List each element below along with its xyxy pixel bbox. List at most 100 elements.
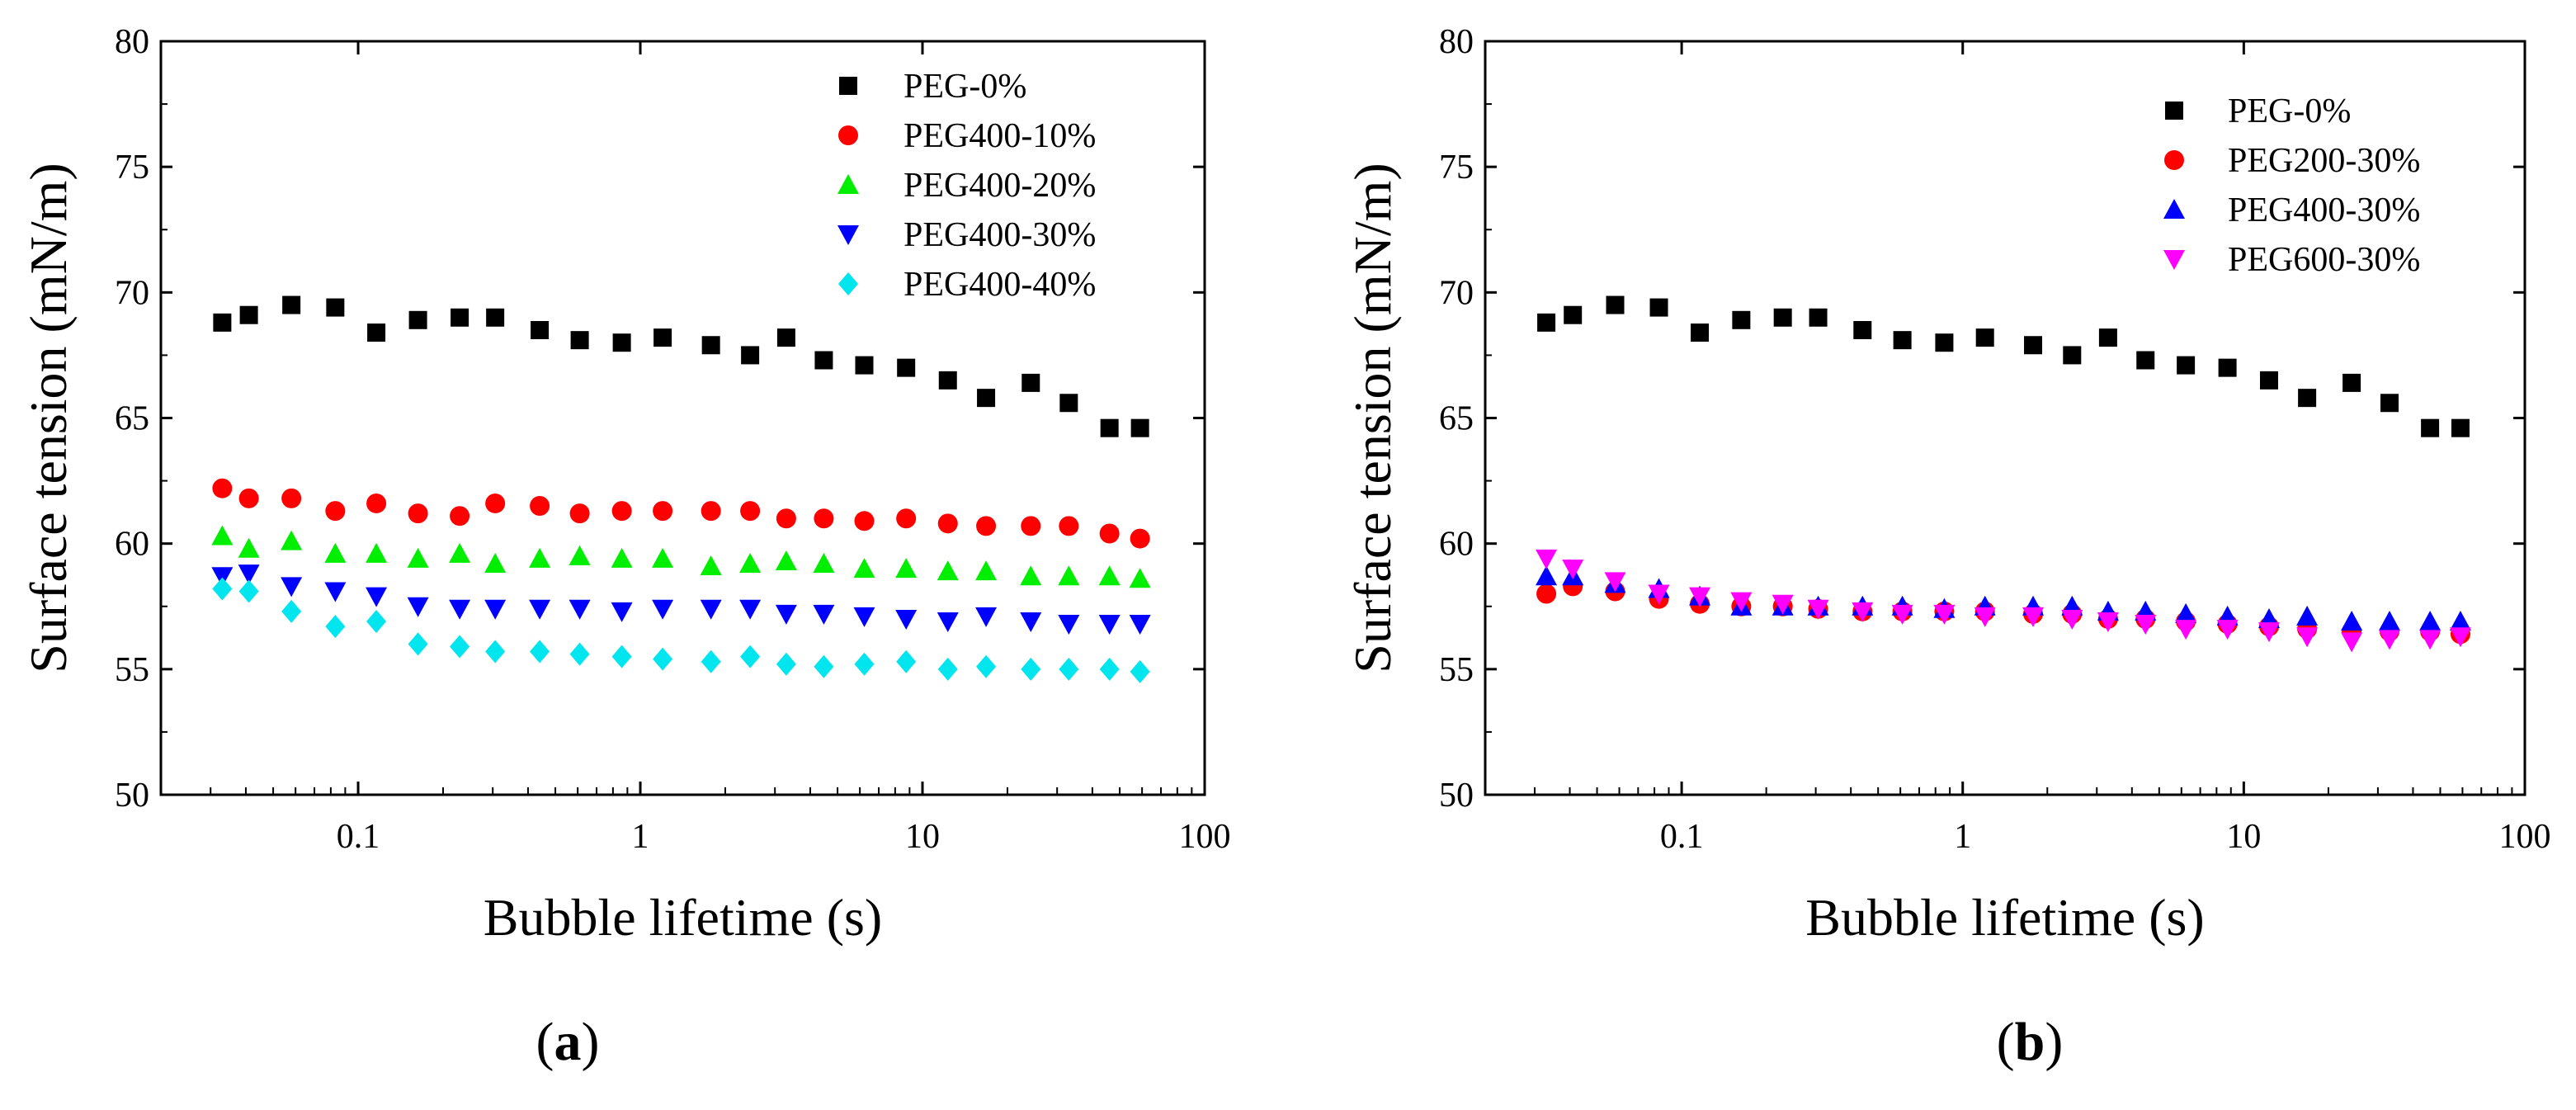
data-point-a-2 — [484, 553, 507, 574]
data-point-a-0 — [1130, 418, 1149, 437]
data-point-a-2 — [1129, 568, 1151, 588]
data-point-a-3 — [739, 599, 762, 620]
data-point-a-4 — [281, 599, 302, 623]
chart-b: 50 55 60 65 70 75 80 0.1 1 10 100 Bubble lifetime (… — [1343, 23, 2551, 947]
data-point-a-3 — [211, 567, 234, 588]
data-point-a-3 — [895, 609, 918, 630]
legend-marker-a-3 — [837, 225, 859, 245]
series-b-0 — [1537, 295, 2470, 437]
data-point-a-1 — [814, 508, 834, 529]
data-point-b-3 — [2097, 612, 2119, 633]
legend-marker-b-0 — [2165, 102, 2183, 120]
data-point-b-3 — [1933, 604, 1956, 625]
series-b-1 — [1536, 576, 2470, 645]
y-tick-label-b: 75 — [1439, 149, 1474, 187]
data-point-a-4 — [408, 632, 428, 656]
data-point-a-2 — [366, 542, 388, 563]
data-point-a-0 — [814, 351, 833, 370]
data-point-b-3 — [1730, 592, 1753, 612]
data-point-a-0 — [897, 358, 916, 377]
series-a-2 — [211, 525, 1151, 588]
data-point-b-0 — [2024, 336, 2043, 355]
data-point-a-4 — [611, 645, 632, 668]
data-point-b-2 — [1536, 565, 1558, 586]
data-point-a-4 — [653, 647, 673, 671]
data-point-a-1 — [569, 503, 590, 524]
x-tick-label-a: 1 — [632, 818, 649, 856]
y-tick-label-b: 55 — [1439, 651, 1474, 689]
data-point-a-2 — [895, 558, 918, 579]
panel-label-b: (b) — [1947, 1011, 2112, 1074]
data-point-a-3 — [1020, 612, 1042, 633]
data-point-b-3 — [2135, 615, 2157, 635]
legend-label-a-0: PEG-0% — [903, 68, 1026, 106]
panel-label-b-close: ) — [2045, 1012, 2064, 1072]
data-point-b-0 — [1935, 333, 1954, 352]
data-point-a-4 — [937, 657, 958, 681]
data-point-a-2 — [1058, 565, 1080, 586]
data-point-a-1 — [325, 501, 346, 522]
data-point-a-0 — [701, 336, 720, 355]
data-point-b-0 — [2421, 418, 2440, 437]
y-tick-label-a: 50 — [115, 777, 149, 815]
data-point-a-0 — [612, 333, 631, 352]
data-point-b-3 — [2449, 627, 2471, 648]
data-point-a-2 — [700, 555, 722, 576]
panel-label-a-letter: a — [554, 1012, 582, 1072]
data-point-a-2 — [449, 542, 471, 563]
data-point-a-4 — [569, 642, 590, 666]
x-tick-label-a: 0.1 — [337, 818, 380, 856]
x-axis-label-a: Bubble lifetime (s) — [484, 888, 882, 947]
data-point-a-3 — [484, 599, 507, 620]
data-point-a-1 — [281, 488, 302, 508]
y-tick-label-a: 80 — [115, 23, 149, 61]
data-point-a-3 — [1098, 615, 1121, 635]
data-point-a-4 — [740, 645, 761, 668]
data-point-b-0 — [1975, 328, 1994, 347]
data-point-a-2 — [211, 525, 234, 546]
x-tick-label-b: 100 — [2499, 818, 2551, 856]
data-point-a-0 — [570, 331, 589, 350]
legend-label-b-1: PEG200-30% — [2228, 142, 2420, 180]
data-point-b-2 — [2378, 611, 2400, 631]
data-point-a-4 — [450, 635, 470, 659]
data-point-a-4 — [976, 654, 997, 678]
data-point-a-3 — [611, 602, 633, 622]
legend-label-b-0: PEG-0% — [2228, 92, 2351, 130]
series-a-0 — [213, 295, 1149, 437]
data-point-a-0 — [855, 356, 874, 375]
data-point-b-3 — [1536, 549, 1558, 569]
legend-label-b-3: PEG600-30% — [2228, 241, 2420, 279]
data-point-a-4 — [701, 649, 721, 673]
data-point-b-0 — [1691, 324, 1710, 342]
data-point-a-1 — [611, 501, 632, 522]
legend-marker-a-0 — [839, 77, 857, 95]
data-point-a-2 — [813, 553, 835, 574]
data-point-a-4 — [1130, 659, 1150, 683]
data-point-b-0 — [1893, 331, 1912, 350]
legend-marker-a-1 — [838, 125, 858, 145]
data-point-a-3 — [652, 599, 674, 620]
y-tick-label-a: 60 — [115, 526, 149, 564]
data-point-b-0 — [1773, 308, 1792, 327]
data-point-a-0 — [531, 320, 550, 339]
data-point-a-2 — [1098, 565, 1121, 586]
data-point-a-2 — [937, 560, 959, 581]
data-point-b-0 — [2136, 351, 2155, 370]
data-point-a-2 — [853, 558, 875, 579]
data-point-a-0 — [1021, 373, 1040, 392]
data-point-a-4 — [325, 615, 346, 639]
data-point-b-0 — [2098, 328, 2117, 347]
data-point-b-0 — [1809, 308, 1828, 327]
data-point-a-2 — [281, 530, 303, 550]
data-point-a-1 — [701, 501, 721, 522]
data-point-a-1 — [408, 503, 428, 524]
data-point-b-3 — [1689, 587, 1711, 607]
legend-label-a-2: PEG400-20% — [903, 167, 1096, 205]
data-point-a-1 — [776, 508, 796, 529]
panel-label-b-letter: b — [2014, 1012, 2045, 1072]
y-tick-label-b: 80 — [1439, 23, 1474, 61]
data-point-b-0 — [1732, 310, 1751, 329]
data-point-a-2 — [324, 542, 347, 563]
